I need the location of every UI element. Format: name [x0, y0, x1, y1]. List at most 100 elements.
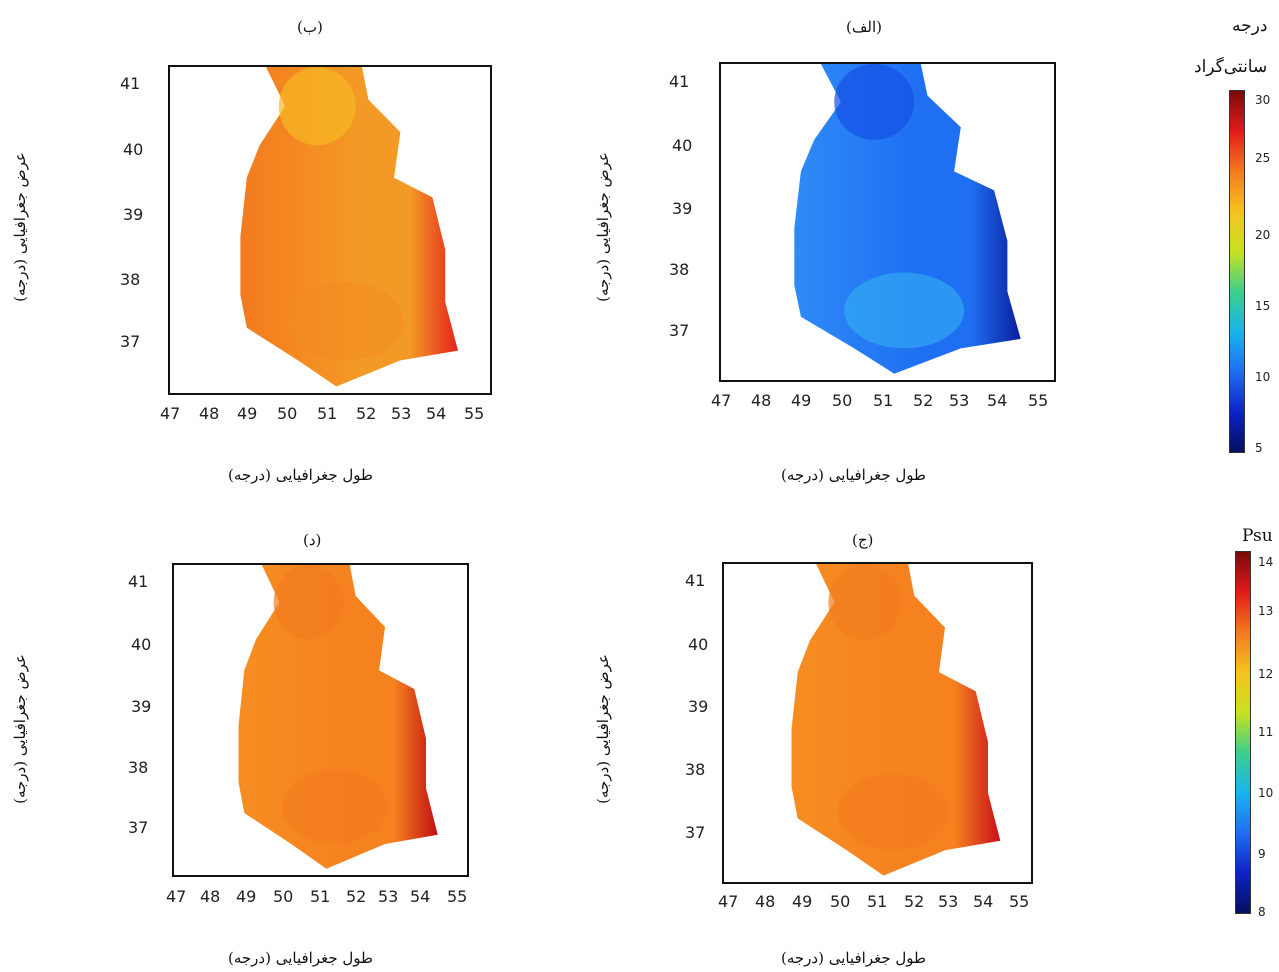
y-tick: 38: [685, 760, 706, 779]
y-tick: 41: [128, 572, 149, 591]
south-region: [837, 773, 949, 851]
north-region: [273, 565, 344, 640]
x-tick: 49: [791, 391, 812, 410]
x-tick: 47: [160, 404, 181, 423]
y-tick: 40: [672, 136, 693, 155]
y-tick: 37: [128, 818, 149, 837]
x-tick: 55: [447, 887, 468, 906]
y-tick: 41: [685, 571, 706, 590]
colorbar-tick: 11: [1258, 725, 1274, 739]
colorbar-tick: 10: [1258, 786, 1274, 800]
x-tick: 53: [378, 887, 399, 906]
x-axis-title: طول جغرافیایی (درجه): [228, 466, 373, 484]
x-tick: 50: [277, 404, 298, 423]
x-tick: 55: [1009, 892, 1030, 911]
x-tick: 50: [832, 391, 853, 410]
x-tick: 49: [792, 892, 813, 911]
panel-label: (ب): [297, 18, 323, 36]
x-tick: 49: [236, 887, 257, 906]
y-tick: 40: [131, 635, 152, 654]
colorbar-tick: 12: [1258, 667, 1274, 681]
y-tick: 39: [688, 697, 709, 716]
y-axis-title: عرض جغرافیایی (درجه): [11, 152, 29, 302]
x-tick: 52: [913, 391, 934, 410]
colorbar-tick: 9: [1258, 847, 1266, 861]
y-tick: 40: [123, 140, 144, 159]
x-tick: 52: [904, 892, 925, 911]
x-axis-title: طول جغرافیایی (درجه): [781, 949, 926, 967]
x-tick: 50: [273, 887, 294, 906]
south-region: [288, 282, 404, 361]
colorbar-ticks: 14 13 12 11 10 9 8: [1252, 551, 1279, 921]
y-tick: 38: [120, 270, 141, 289]
map-frame: [719, 62, 1056, 382]
north-region: [278, 67, 356, 146]
map-frame: [722, 562, 1033, 884]
x-tick: 51: [867, 892, 888, 911]
colorbar-gradient: [1235, 551, 1251, 914]
y-axis-title: عرض جغرافیایی (درجه): [594, 654, 612, 804]
colorbar-ticks: 30 25 20 15 10 5: [1247, 90, 1277, 460]
colorbar-tick: 14: [1258, 555, 1274, 569]
colorbar-gradient: [1229, 90, 1245, 453]
y-tick: 37: [669, 321, 690, 340]
x-tick: 54: [426, 404, 447, 423]
y-tick: 38: [128, 758, 149, 777]
south-region: [282, 769, 388, 844]
y-tick: 38: [669, 260, 690, 279]
panel-label: (الف): [846, 18, 882, 36]
y-tick: 37: [685, 823, 706, 842]
x-tick: 51: [873, 391, 894, 410]
colorbar-tick: 20: [1255, 228, 1271, 242]
x-tick: 49: [237, 404, 258, 423]
colorbar-tick: 15: [1255, 299, 1271, 313]
x-tick: 48: [755, 892, 776, 911]
x-tick: 55: [464, 404, 485, 423]
colorbar-title: سانتی‌گراد: [1194, 57, 1268, 77]
panel-label: (ج): [852, 531, 874, 549]
x-tick: 53: [949, 391, 970, 410]
colorbar-tick: 10: [1255, 370, 1271, 384]
map-frame: [168, 65, 492, 395]
south-region: [844, 272, 965, 349]
x-tick: 47: [711, 391, 732, 410]
x-tick: 52: [346, 887, 367, 906]
colorbar-tick: 5: [1255, 441, 1263, 455]
y-tick: 37: [120, 332, 141, 351]
x-tick: 54: [410, 887, 431, 906]
y-axis-title: عرض جغرافیایی (درجه): [11, 654, 29, 804]
x-tick: 55: [1028, 391, 1049, 410]
x-tick: 48: [200, 887, 221, 906]
x-tick: 48: [751, 391, 772, 410]
x-tick: 53: [938, 892, 959, 911]
x-tick: 51: [317, 404, 338, 423]
colorbar-title: Psu: [1242, 526, 1273, 546]
y-axis-title: عرض جغرافیایی (درجه): [594, 152, 612, 302]
x-axis-title: طول جغرافیایی (درجه): [781, 466, 926, 484]
x-tick-labels: 47 48 49 50 51 52 53 54 55: [711, 391, 1061, 411]
x-tick: 48: [199, 404, 220, 423]
x-tick: 47: [166, 887, 187, 906]
colorbar-tick: 13: [1258, 604, 1274, 618]
sea-map: [240, 67, 458, 387]
sea-map: [791, 564, 1001, 876]
colorbar-title: درجه: [1232, 16, 1268, 36]
panel-label: (د): [303, 531, 322, 549]
y-tick: 39: [131, 697, 152, 716]
x-tick: 54: [973, 892, 994, 911]
sea-map: [794, 64, 1021, 374]
x-tick: 47: [718, 892, 739, 911]
y-tick: 40: [688, 635, 709, 654]
x-tick: 53: [391, 404, 412, 423]
y-tick: 39: [123, 205, 144, 224]
x-tick-labels: 47 48 49 50 51 52 53 54 55: [160, 404, 500, 424]
x-tick-labels: 47 48 49 50 51 52 53 54 55: [166, 887, 476, 907]
colorbar-tick: 25: [1255, 151, 1271, 165]
sea-map: [238, 565, 438, 869]
x-tick: 54: [987, 391, 1008, 410]
colorbar-tick: 8: [1258, 905, 1266, 919]
y-tick: 41: [669, 72, 690, 91]
y-tick: 39: [672, 199, 693, 218]
x-tick: 51: [310, 887, 331, 906]
north-region: [828, 564, 903, 641]
